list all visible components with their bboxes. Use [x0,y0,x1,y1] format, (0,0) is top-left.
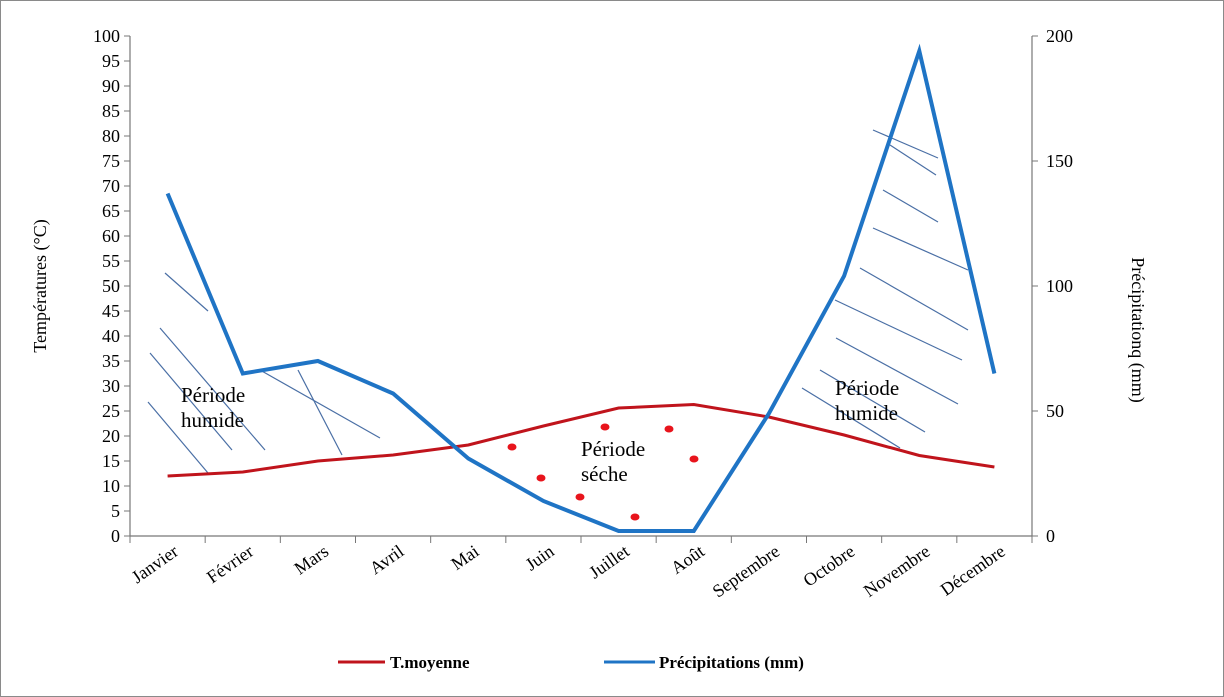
y-left-tick-label: 50 [102,276,120,296]
y-left-tick-label: 60 [102,226,120,246]
hatch-mark [835,337,959,405]
hatch-mark [872,227,969,271]
y-left-tick-label: 0 [111,526,120,546]
dry-dot [664,425,674,433]
y-left-tick-label: 85 [102,101,120,121]
hatch-mark [297,369,343,456]
y-left-tick-label: 10 [102,476,120,496]
x-tick-label: Octobre [799,541,858,591]
annotation-label: séche [581,462,628,486]
y-left-tick-label: 30 [102,376,120,396]
axes [124,35,1038,543]
annotation-label: Période [835,376,899,400]
annotation-label: humide [181,408,244,432]
legend-label-t-moyenne: T.moyenne [390,653,470,672]
x-tick-label: Juin [522,541,558,575]
y-left-tick-label: 25 [102,401,120,421]
hatch-mark [859,267,969,331]
legend: T.moyenne Précipitations (mm) [338,653,804,672]
hatch-mark [147,401,209,474]
dry-period-dots [507,423,699,521]
x-tick-label: Janvier [128,541,182,587]
hatch-mark [801,387,901,449]
legend-label-precipitations: Précipitations (mm) [659,653,804,672]
y-left-tick-label: 45 [102,301,120,321]
x-tick-label: Juillet [585,541,633,583]
hatch-mark [872,129,939,159]
dry-dot [600,423,610,431]
hatch-mark [164,272,209,312]
annotation-label: Période [581,437,645,461]
dry-dot [575,493,585,501]
dry-dot [536,474,546,482]
series-line-precipitations [165,43,997,533]
dry-dot [507,443,517,451]
y-left-tick-label: 35 [102,351,120,371]
y-left-tick-label: 100 [93,26,120,46]
annotation-label: Période [181,383,245,407]
series-lines [165,43,997,533]
x-tick-label: Mai [447,541,482,574]
x-tick-label: Août [667,541,708,578]
y-left-tick-label: 80 [102,126,120,146]
y-left-tick-label: 95 [102,51,120,71]
y-left-tick-label: 55 [102,251,120,271]
y-axis-left-title: Températures (°C) [30,219,51,352]
y-left-tick-label: 20 [102,426,120,446]
y-left-tick-label: 5 [111,501,120,521]
y-left-tick-label: 70 [102,176,120,196]
hatch-mark [259,369,381,439]
hatch-mark [159,327,266,451]
x-tick-label: Avril [366,541,408,578]
y-left-tick-label: 65 [102,201,120,221]
y-right-tick-label: 100 [1046,276,1073,296]
y-axis-right-title: Précipitationq (mm) [1127,257,1148,402]
hatch-layer [147,129,969,474]
dry-dot [689,455,699,463]
hatch-mark [149,352,233,451]
hatch-mark [882,189,939,223]
x-tick-label: Septembre [709,541,784,602]
x-tick-label: Décembre [937,541,1009,600]
annotation-label: humide [835,401,898,425]
y-right-tick-label: 0 [1046,526,1055,546]
hatch-mark [834,299,963,361]
x-tick-label: Novembre [860,541,934,601]
hatch-mark [819,369,926,433]
y-right-tick-label: 200 [1046,26,1073,46]
x-tick-label: Février [203,541,257,587]
hatch-mark [889,144,937,176]
y-left-tick-label: 40 [102,326,120,346]
series-line-t-moyenne [167,402,995,478]
x-tick-label: Mars [290,541,332,579]
y-left-tick-label: 90 [102,76,120,96]
y-right-tick-label: 150 [1046,151,1073,171]
y-left-tick-label: 15 [102,451,120,471]
dry-dot [630,513,640,521]
y-right-tick-label: 50 [1046,401,1064,421]
y-left-tick-label: 75 [102,151,120,171]
